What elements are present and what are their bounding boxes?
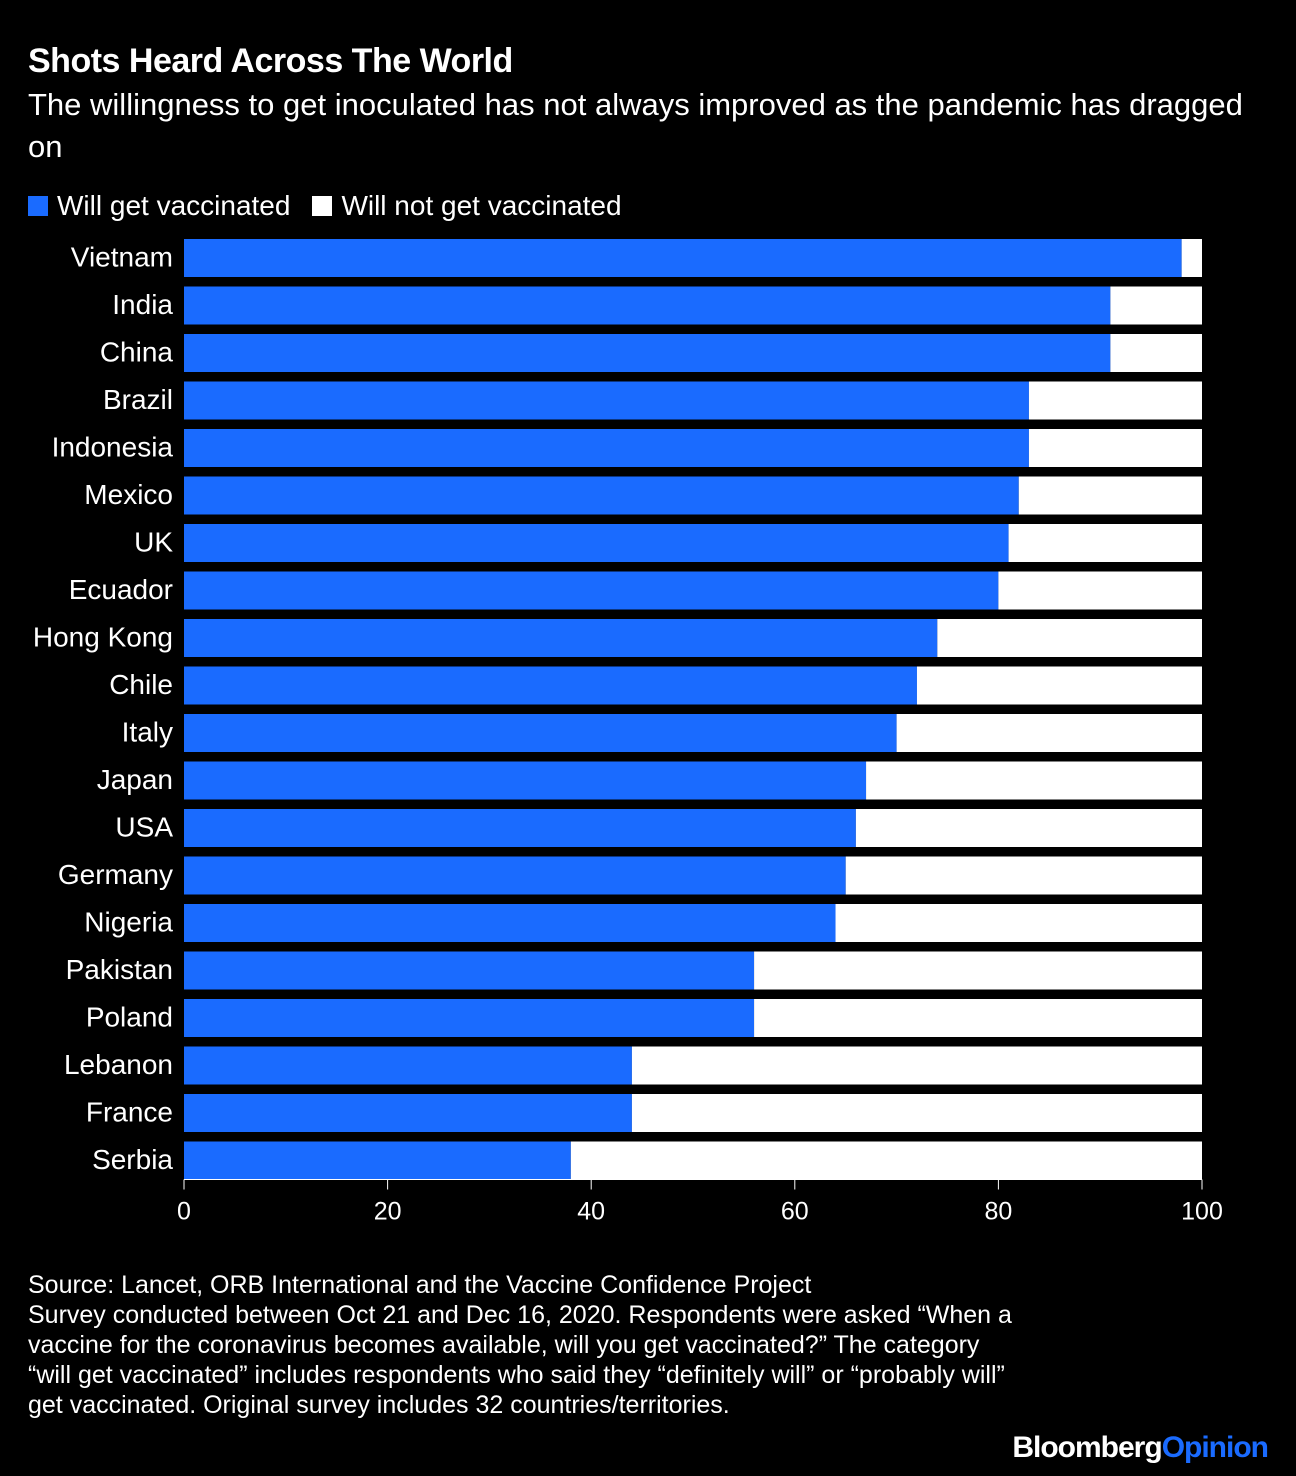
category-label-serbia: Serbia [92,1144,173,1175]
bar-will-get-poland [184,999,755,1037]
bar-will-get-germany [184,856,846,895]
bar-will-not-get-pakistan [754,951,1202,990]
category-label-chile: Chile [109,669,173,700]
category-label-pakistan: Pakistan [66,954,173,985]
legend-item-will-get: Will get vaccinated [28,190,290,222]
source-note: Source: Lancet, ORB International and th… [28,1270,1028,1420]
bar-will-get-chile [184,666,917,705]
bar-will-get-vietnam [184,239,1182,277]
bloomberg-opinion-logo: BloombergOpinion [1012,1428,1269,1468]
bar-will-not-get-nigeria [835,904,1202,942]
x-tick-label-0: 0 [177,1198,191,1226]
bar-will-get-ecuador [184,571,999,610]
bar-will-get-hong-kong [184,619,938,657]
legend-swatch-will-get [28,196,48,216]
legend-label-will-not-get: Will not get vaccinated [341,190,622,221]
bar-will-not-get-usa [855,809,1202,847]
legend-item-will-not-get: Will not get vaccinated [312,190,622,222]
logo-text-bloomberg: Bloomberg [1012,1431,1162,1464]
category-label-india: India [112,289,173,320]
x-tick-label-60: 60 [781,1198,809,1226]
category-label-nigeria: Nigeria [84,906,173,937]
x-tick-label-100: 100 [1181,1198,1223,1226]
legend-label-will-get: Will get vaccinated [57,190,291,221]
category-label-usa: USA [115,811,173,842]
source-line: Source: Lancet, ORB International and th… [28,1271,812,1299]
bar-will-not-get-japan [866,761,1202,800]
x-tick-label-80: 80 [984,1198,1012,1226]
category-label-indonesia: Indonesia [52,431,174,462]
bar-will-get-brazil [184,381,1029,420]
bar-will-get-mexico [184,476,1019,515]
bar-will-not-get-lebanon [631,1046,1202,1085]
bar-will-get-italy [184,714,897,752]
category-label-china: China [100,336,174,367]
x-tick-label-20: 20 [374,1198,402,1226]
category-label-ecuador: Ecuador [69,574,173,605]
bar-will-get-japan [184,761,867,800]
category-label-italy: Italy [122,716,173,747]
bar-will-get-usa [184,809,856,847]
chart-subtitle: The willingness to get inoculated has no… [28,87,1243,164]
bar-will-not-get-poland [754,999,1202,1037]
bar-will-get-uk [184,524,1009,562]
bar-will-get-indonesia [184,429,1029,467]
category-label-mexico: Mexico [84,479,173,510]
x-tick-label-40: 40 [577,1198,605,1226]
bar-will-not-get-indonesia [1028,429,1202,467]
category-label-germany: Germany [58,859,173,890]
bar-will-not-get-italy [896,714,1202,752]
bar-will-not-get-france [631,1094,1202,1132]
category-label-uk: UK [134,526,173,557]
bar-will-get-nigeria [184,904,836,942]
category-label-japan: Japan [97,764,173,795]
category-label-france: France [86,1096,173,1127]
legend: Will get vaccinated Will not get vaccina… [28,188,644,224]
bar-will-get-serbia [184,1141,571,1180]
bar-will-get-china [184,334,1111,372]
bar-chart: Vietnam India China Brazil Indonesia Mexico UK… [33,239,1223,1226]
category-label-hong-kong: Hong Kong [33,621,173,652]
bar-will-not-get-germany [845,856,1202,895]
bar-will-not-get-mexico [1018,476,1202,515]
bar-will-get-india [184,286,1111,325]
bar-will-not-get-india [1110,286,1202,325]
legend-swatch-will-not-get [312,196,333,216]
bar-will-not-get-uk [1008,524,1202,562]
chart-title: Shots Heard Across The World [28,42,513,80]
bar-will-not-get-hong-kong [937,619,1202,657]
bar-will-get-pakistan [184,951,755,990]
bar-will-not-get-china [1110,334,1202,372]
category-label-vietnam: Vietnam [71,241,173,272]
bar-will-not-get-ecuador [998,571,1202,610]
source-description: Survey conducted between Oct 21 and Dec … [28,1301,1012,1419]
bar-will-not-get-chile [916,666,1202,705]
category-label-brazil: Brazil [103,384,173,415]
bar-will-get-lebanon [184,1046,632,1085]
bar-will-not-get-brazil [1028,381,1202,420]
bar-will-get-france [184,1094,632,1132]
logo-text-opinion: Opinion [1161,1431,1269,1464]
bar-will-not-get-vietnam [1181,239,1202,277]
bar-will-not-get-serbia [570,1141,1202,1180]
category-label-lebanon: Lebanon [64,1049,173,1080]
category-label-poland: Poland [86,1001,173,1032]
